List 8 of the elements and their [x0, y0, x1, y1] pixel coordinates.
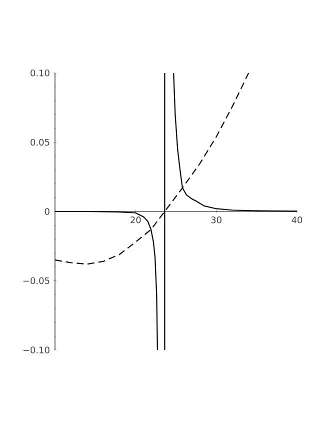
y-tick-label: 0.10: [30, 70, 50, 76]
y-tick-label: −0.10: [23, 346, 50, 354]
y-tick-label: −0.05: [23, 277, 50, 284]
y-tick-label: 0: [44, 208, 50, 215]
x-tick-label: 40: [292, 216, 302, 224]
x-tick-label: 20: [130, 216, 141, 224]
x-tick-label: 30: [211, 216, 222, 224]
y-tick-label: 0.05: [30, 138, 50, 146]
